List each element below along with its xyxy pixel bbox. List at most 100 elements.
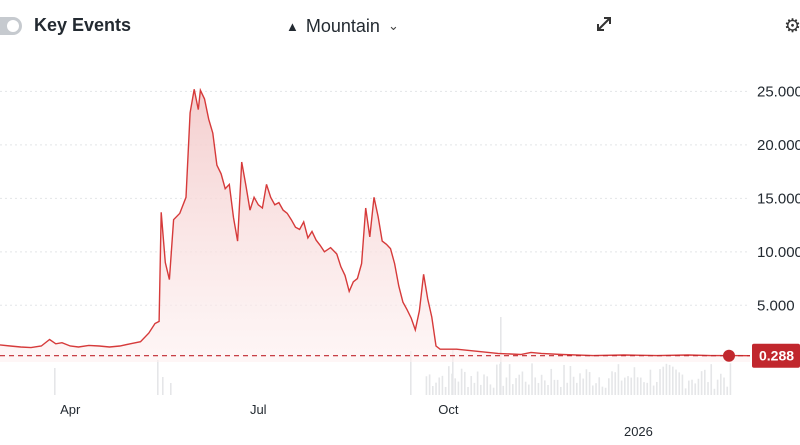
volume-bar <box>486 376 489 395</box>
volume-bar <box>432 385 434 395</box>
volume-bar <box>697 378 700 395</box>
volume-bar <box>505 377 508 395</box>
volume-bar <box>694 383 697 395</box>
volume-bar <box>700 371 703 395</box>
volume-bar <box>444 386 447 395</box>
volume-bar <box>170 383 172 395</box>
volume-bar <box>620 380 623 395</box>
price-line <box>0 87 751 357</box>
volume-bar <box>515 378 517 395</box>
volume-bars <box>54 317 732 395</box>
volume-bar <box>448 366 450 395</box>
volume-bar <box>473 382 476 395</box>
volume-bar <box>684 388 687 395</box>
volume-bar <box>425 376 428 395</box>
volume-bar <box>662 366 665 395</box>
volume-bar <box>512 384 514 395</box>
volume-bar <box>604 387 607 395</box>
x-axis: Apr Jul Oct 2026 <box>60 402 653 439</box>
volume-bar <box>540 374 543 395</box>
volume-bar <box>710 364 713 395</box>
x-tick-label: 2026 <box>624 424 653 439</box>
y-axis: 5.000 10.000 15.000 20.000 25.000 <box>757 83 800 314</box>
volume-bar <box>627 376 629 395</box>
volume-bar <box>560 386 562 395</box>
x-tick-label: Oct <box>438 402 459 417</box>
volume-bar <box>704 369 706 395</box>
volume-bar <box>162 377 164 395</box>
x-tick-label: Jul <box>250 402 267 417</box>
volume-bar <box>713 388 716 395</box>
gear-icon[interactable]: ⚙ <box>784 16 800 37</box>
key-events-toggle[interactable] <box>0 17 22 35</box>
volume-bar <box>531 363 533 395</box>
volume-bar <box>630 377 633 395</box>
volume-bar <box>496 364 498 395</box>
volume-bar <box>556 379 559 395</box>
volume-bar <box>428 374 431 395</box>
last-price-label: 0.288 <box>759 348 794 364</box>
volume-bar <box>707 382 709 395</box>
volume-bar <box>464 371 466 395</box>
volume-bar <box>467 387 469 395</box>
volume-bar <box>569 366 572 395</box>
volume-bar <box>617 364 620 395</box>
volume-bar <box>54 368 56 395</box>
toggle-knob <box>7 20 19 32</box>
y-tick-label: 5.000 <box>757 297 795 314</box>
volume-bar <box>656 381 658 395</box>
volume-bar <box>480 384 482 395</box>
expand-icon[interactable] <box>594 14 614 34</box>
volume-bar <box>678 372 681 395</box>
volume-bar <box>668 364 671 395</box>
volume-bar <box>598 377 601 395</box>
volume-bar <box>547 385 549 395</box>
volume-bar <box>726 386 729 395</box>
volume-bar <box>563 364 565 395</box>
volume-bar <box>646 382 649 395</box>
chevron-down-icon: ⌄ <box>387 18 399 33</box>
volume-bar <box>572 376 575 395</box>
volume-bar <box>157 360 159 395</box>
volume-bar <box>508 364 511 395</box>
chart-toolbar: Key Events ▲ Mountain ⌄ ⚙ <box>0 0 800 52</box>
volume-bar <box>592 385 594 395</box>
volume-bar <box>643 382 645 395</box>
volume-bar <box>688 380 690 395</box>
volume-bar <box>452 349 454 395</box>
volume-bar <box>614 372 617 395</box>
volume-bar <box>518 374 521 395</box>
volume-bar <box>582 378 585 395</box>
volume-bar <box>534 377 537 395</box>
volume-bar <box>716 379 719 395</box>
last-price-badge: 0.288 <box>752 343 800 368</box>
volume-bar <box>633 367 636 395</box>
volume-bar <box>492 387 495 395</box>
x-tick-label: Apr <box>60 402 81 417</box>
volume-bar <box>476 371 479 395</box>
volume-bar <box>566 382 569 395</box>
key-events-label[interactable]: Key Events <box>34 15 132 35</box>
volume-bar <box>636 377 639 395</box>
volume-bar <box>611 371 613 395</box>
volume-bar <box>681 374 684 395</box>
mountain-icon: ▲ <box>286 18 299 34</box>
volume-bar <box>460 368 463 395</box>
volume-bar <box>608 378 610 395</box>
volume-bar <box>489 384 492 395</box>
volume-bar <box>675 369 677 395</box>
volume-bar <box>659 369 661 395</box>
volume-bar <box>521 371 524 395</box>
volume-bar <box>723 377 725 395</box>
y-tick-label: 10.000 <box>757 244 800 261</box>
volume-bar <box>435 382 437 395</box>
volume-bar <box>640 377 642 395</box>
volume-bar <box>410 351 412 395</box>
volume-bar <box>457 381 460 395</box>
chart-type-dropdown[interactable]: ▲ Mountain ⌄ <box>286 13 399 39</box>
volume-bar <box>585 369 588 395</box>
volume-bar <box>441 375 444 395</box>
volume-bar <box>470 376 473 395</box>
volume-bar <box>537 382 540 395</box>
